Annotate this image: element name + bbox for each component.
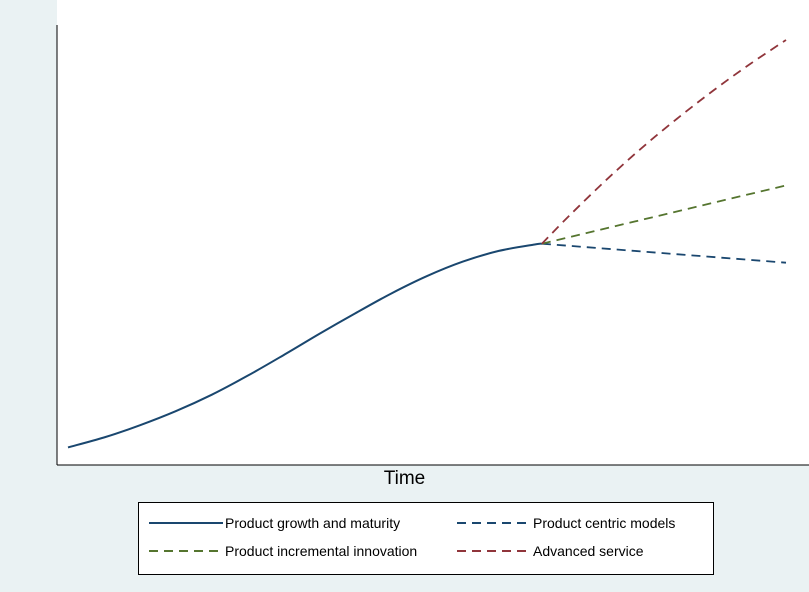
legend-item-advanced-service: Advanced service: [455, 540, 644, 562]
series-line-product-growth-and-maturity: [67, 242, 542, 449]
legend-label-incremental-innovation: Product incremental innovation: [225, 543, 418, 559]
series-line-advanced-service: [541, 39, 787, 245]
chart-legend: Product growth and maturity Product cent…: [138, 502, 714, 575]
legend-label-advanced-service: Advanced service: [533, 543, 644, 559]
plot-area-background: [57, 0, 809, 465]
series-layer: [67, 39, 787, 449]
legend-label-centric-models: Product centric models: [533, 515, 676, 531]
legend-swatch-growth-maturity: [149, 522, 223, 524]
series-line-product-incremental-innovation: [541, 184, 787, 245]
x-axis-title: Time: [383, 468, 426, 489]
legend-swatch-advanced-service: [457, 550, 531, 552]
legend-item-centric-models: Product centric models: [455, 512, 675, 534]
legend-swatch-incremental-innovation: [149, 550, 223, 552]
legend-swatch-centric-models: [457, 522, 531, 524]
series-line-product-centric-models: [541, 242, 787, 264]
legend-item-incremental-innovation: Product incremental innovation: [147, 540, 417, 562]
legend-item-growth-maturity: Product growth and maturity: [147, 512, 400, 534]
legend-label-growth-maturity: Product growth and maturity: [225, 515, 401, 531]
